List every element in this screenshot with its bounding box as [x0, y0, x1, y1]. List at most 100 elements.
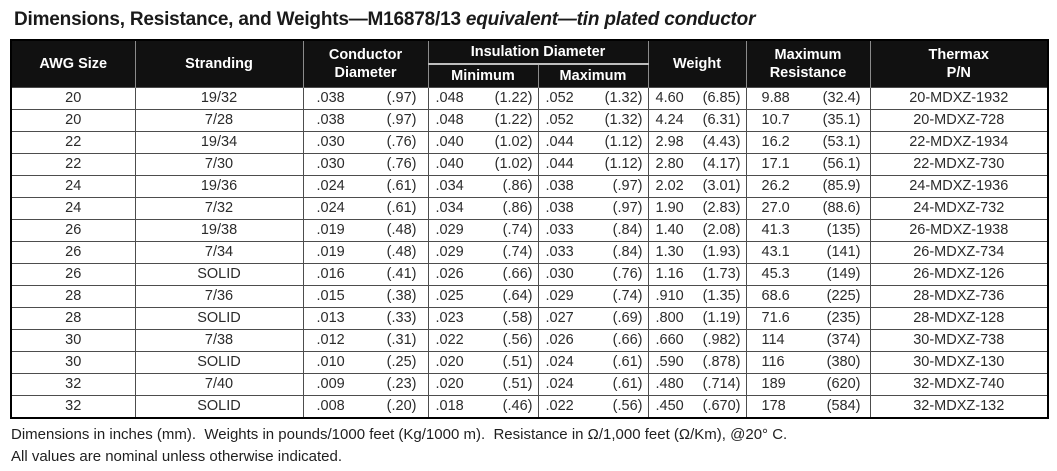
- resistance-ohm-ft: 114: [761, 332, 785, 349]
- conductor-diameter-mm: (.38): [386, 288, 417, 305]
- table-row: 28 7/36 .015 (.38) .025 (.64) .029 (.74): [10, 285, 1049, 309]
- weight-cell: 1.16 (1.73): [647, 263, 747, 287]
- stranding-cell: 7/36: [134, 285, 304, 309]
- awg-size-cell: 32: [10, 395, 136, 419]
- stranding-cell: 19/36: [134, 175, 304, 199]
- conductor-diameter-inches: .024: [316, 200, 345, 217]
- insulation-maximum-mm: (.84): [612, 222, 643, 239]
- header-insulation-diameter: Insulation Diameter: [427, 40, 648, 66]
- insulation-minimum-mm: (1.22): [494, 112, 533, 129]
- insulation-maximum-inches: .024: [545, 376, 574, 393]
- insulation-maximum-mm: (.69): [612, 310, 643, 327]
- insulation-maximum-mm: (.74): [612, 288, 643, 305]
- maximum-resistance-cell: 189 (620): [745, 373, 871, 397]
- conductor-diameter-inches: .019: [316, 222, 345, 239]
- insulation-maximum-mm: (.61): [612, 376, 643, 393]
- insulation-minimum-inches: .029: [435, 244, 464, 261]
- insulation-maximum-inches: .044: [545, 134, 574, 151]
- insulation-minimum-inches: .029: [435, 222, 464, 239]
- table-row: 24 19/36 .024 (.61) .034 (.86) .038 (.97…: [10, 175, 1049, 199]
- weight-cell: .450 (.670): [647, 395, 747, 419]
- insulation-minimum-cell: .020 (.51): [427, 373, 539, 397]
- weight-cell: .660 (.982): [647, 329, 747, 353]
- thermax-pn-cell: 28-MDXZ-736: [869, 285, 1049, 309]
- insulation-maximum-inches: .038: [545, 200, 574, 217]
- weight-pounds: 2.80: [655, 156, 684, 173]
- conductor-diameter-inches: .008: [316, 398, 345, 415]
- weight-pounds: 1.90: [655, 200, 684, 217]
- resistance-ohm-ft: 16.2: [761, 134, 790, 151]
- resistance-ohm-km: (584): [826, 398, 861, 415]
- conductor-diameter-cell: .038 (.97): [302, 109, 429, 133]
- insulation-minimum-inches: .020: [435, 354, 464, 371]
- awg-size-cell: 26: [10, 219, 136, 243]
- resistance-ohm-km: (620): [826, 376, 861, 393]
- insulation-maximum-inches: .022: [545, 398, 574, 415]
- conductor-diameter-cell: .024 (.61): [302, 175, 429, 199]
- insulation-maximum-cell: .052 (1.32): [537, 109, 649, 133]
- insulation-maximum-mm: (1.12): [604, 134, 643, 151]
- weight-kg: (1.19): [702, 310, 741, 327]
- resistance-ohm-ft: 68.6: [761, 288, 790, 305]
- thermax-pn-cell: 32-MDXZ-740: [869, 373, 1049, 397]
- weight-kg: (.878): [702, 354, 741, 371]
- insulation-minimum-mm: (.56): [502, 332, 533, 349]
- resistance-ohm-ft: 17.1: [761, 156, 790, 173]
- conductor-diameter-mm: (.97): [386, 112, 417, 129]
- insulation-maximum-cell: .030 (.76): [537, 263, 649, 287]
- conductor-diameter-cell: .030 (.76): [302, 131, 429, 155]
- insulation-maximum-inches: .044: [545, 156, 574, 173]
- resistance-ohm-km: (85.9): [822, 178, 861, 195]
- resistance-ohm-km: (135): [826, 222, 861, 239]
- thermax-pn-cell: 28-MDXZ-128: [869, 307, 1049, 331]
- conductor-diameter-cell: .024 (.61): [302, 197, 429, 221]
- insulation-minimum-cell: .023 (.58): [427, 307, 539, 331]
- stranding-cell: SOLID: [134, 263, 304, 287]
- conductor-diameter-mm: (.97): [386, 90, 417, 107]
- insulation-minimum-inches: .023: [435, 310, 464, 327]
- resistance-ohm-km: (380): [826, 354, 861, 371]
- insulation-minimum-cell: .018 (.46): [427, 395, 539, 419]
- header-conductor-diameter: Conductor Diameter: [302, 40, 428, 88]
- conductor-diameter-cell: .019 (.48): [302, 241, 429, 265]
- maximum-resistance-cell: 41.3 (135): [745, 219, 871, 243]
- resistance-ohm-ft: 41.3: [761, 222, 790, 239]
- awg-size-cell: 26: [10, 241, 136, 265]
- insulation-minimum-mm: (.64): [502, 288, 533, 305]
- resistance-ohm-ft: 45.3: [761, 266, 790, 283]
- conductor-diameter-inches: .019: [316, 244, 345, 261]
- table-row: 30 7/38 .012 (.31) .022 (.56) .026 (.66): [10, 329, 1049, 353]
- awg-size-cell: 24: [10, 197, 136, 221]
- maximum-resistance-cell: 71.6 (235): [745, 307, 871, 331]
- footnote-units: Dimensions in inches (mm). Weights in po…: [11, 426, 788, 444]
- insulation-maximum-inches: .030: [545, 266, 574, 283]
- weight-pounds: .910: [655, 288, 684, 305]
- table-row: 28 SOLID .013 (.33) .023 (.58) .027 (.69…: [10, 307, 1049, 331]
- resistance-ohm-ft: 10.7: [761, 112, 790, 129]
- insulation-minimum-cell: .029 (.74): [427, 219, 539, 243]
- conductor-diameter-cell: .010 (.25): [302, 351, 429, 375]
- thermax-pn-cell: 22-MDXZ-730: [869, 153, 1049, 177]
- maximum-resistance-cell: 9.88 (32.4): [745, 87, 871, 111]
- resistance-ohm-ft: 26.2: [761, 178, 790, 195]
- insulation-maximum-cell: .033 (.84): [537, 219, 649, 243]
- conductor-diameter-inches: .024: [316, 178, 345, 195]
- weight-kg: (6.31): [702, 112, 741, 129]
- resistance-ohm-ft: 116: [761, 354, 785, 371]
- awg-size-cell: 28: [10, 285, 136, 309]
- insulation-minimum-mm: (1.02): [494, 134, 533, 151]
- weight-pounds: .450: [655, 398, 684, 415]
- insulation-minimum-inches: .034: [435, 200, 464, 217]
- conductor-diameter-inches: .030: [316, 156, 345, 173]
- insulation-maximum-cell: .027 (.69): [537, 307, 649, 331]
- weight-pounds: 4.60: [655, 90, 684, 107]
- insulation-minimum-cell: .034 (.86): [427, 175, 539, 199]
- conductor-diameter-mm: (.41): [386, 266, 417, 283]
- resistance-ohm-km: (35.1): [822, 112, 861, 129]
- insulation-minimum-mm: (.74): [502, 244, 533, 261]
- weight-pounds: .660: [655, 332, 684, 349]
- footnotes: Dimensions in inches (mm). Weights in po…: [11, 424, 1057, 468]
- insulation-maximum-mm: (1.12): [604, 156, 643, 173]
- weight-kg: (.982): [702, 332, 741, 349]
- header-weight: Weight: [647, 40, 746, 88]
